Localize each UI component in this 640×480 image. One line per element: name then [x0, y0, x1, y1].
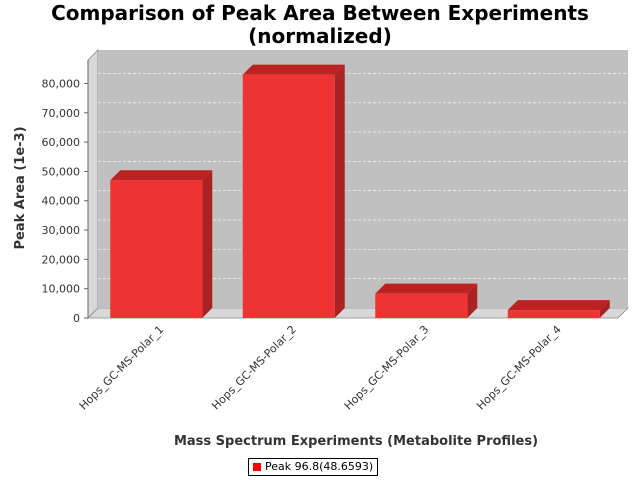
x-tick-label: Hops_GC-MS-Polar_3: [342, 323, 432, 413]
bar-top: [507, 300, 610, 311]
bar-top: [375, 283, 478, 294]
plot-left-wall: [87, 49, 99, 319]
y-tick-label: 70,000: [42, 107, 81, 120]
bar-side: [202, 170, 213, 318]
legend-swatch: [253, 463, 261, 471]
bar-front: [375, 293, 468, 318]
bar: [110, 170, 213, 318]
gridlines: [98, 73, 628, 279]
chart-title-line-1: Comparison of Peak Area Between Experime…: [51, 1, 589, 25]
bar-top: [242, 64, 345, 75]
bar-side: [334, 64, 345, 318]
y-tick-label: 0: [73, 312, 80, 325]
legend: Peak 96.8(48.6593): [248, 458, 379, 476]
chart-title: Comparison of Peak Area Between Experime…: [0, 2, 640, 48]
y-tick-label: 50,000: [42, 165, 81, 178]
x-tick-label: Hops_GC-MS-Polar_2: [209, 323, 299, 413]
x-tick-label: Hops_GC-MS-Polar_1: [77, 323, 167, 413]
y-tick-label: 30,000: [42, 224, 81, 237]
bar-top: [110, 170, 213, 181]
x-tick-label: Hops_GC-MS-Polar_4: [474, 323, 564, 413]
legend-label: Peak 96.8(48.6593): [265, 460, 374, 473]
y-axis-ticks: 0 10,000 20,000 30,000 40,000 50,000 60,000 70,…: [42, 60, 89, 325]
y-tick-label: 40,000: [42, 195, 81, 208]
bar-front: [242, 74, 335, 318]
y-tick-label: 20,000: [42, 253, 81, 266]
bar-side: [599, 300, 610, 318]
x-axis-label: Mass Spectrum Experiments (Metabolite Pr…: [174, 434, 538, 449]
y-tick-label: 60,000: [42, 136, 81, 149]
bar-front: [507, 310, 600, 318]
y-axis-label: Peak Area (1e-3): [13, 126, 28, 249]
bar-side: [467, 283, 478, 318]
y-tick-label: 10,000: [42, 283, 81, 296]
bar: [375, 283, 478, 318]
bars: [110, 64, 610, 318]
bar: [242, 64, 345, 318]
x-axis-ticks: Hops_GC-MS-Polar_1 Hops_GC-MS-Polar_2 Hops…: [77, 323, 564, 413]
y-tick-label: 80,000: [42, 77, 81, 90]
bar: [507, 300, 610, 318]
chart-title-line-2: (normalized): [248, 24, 392, 48]
bar-front: [110, 180, 203, 318]
